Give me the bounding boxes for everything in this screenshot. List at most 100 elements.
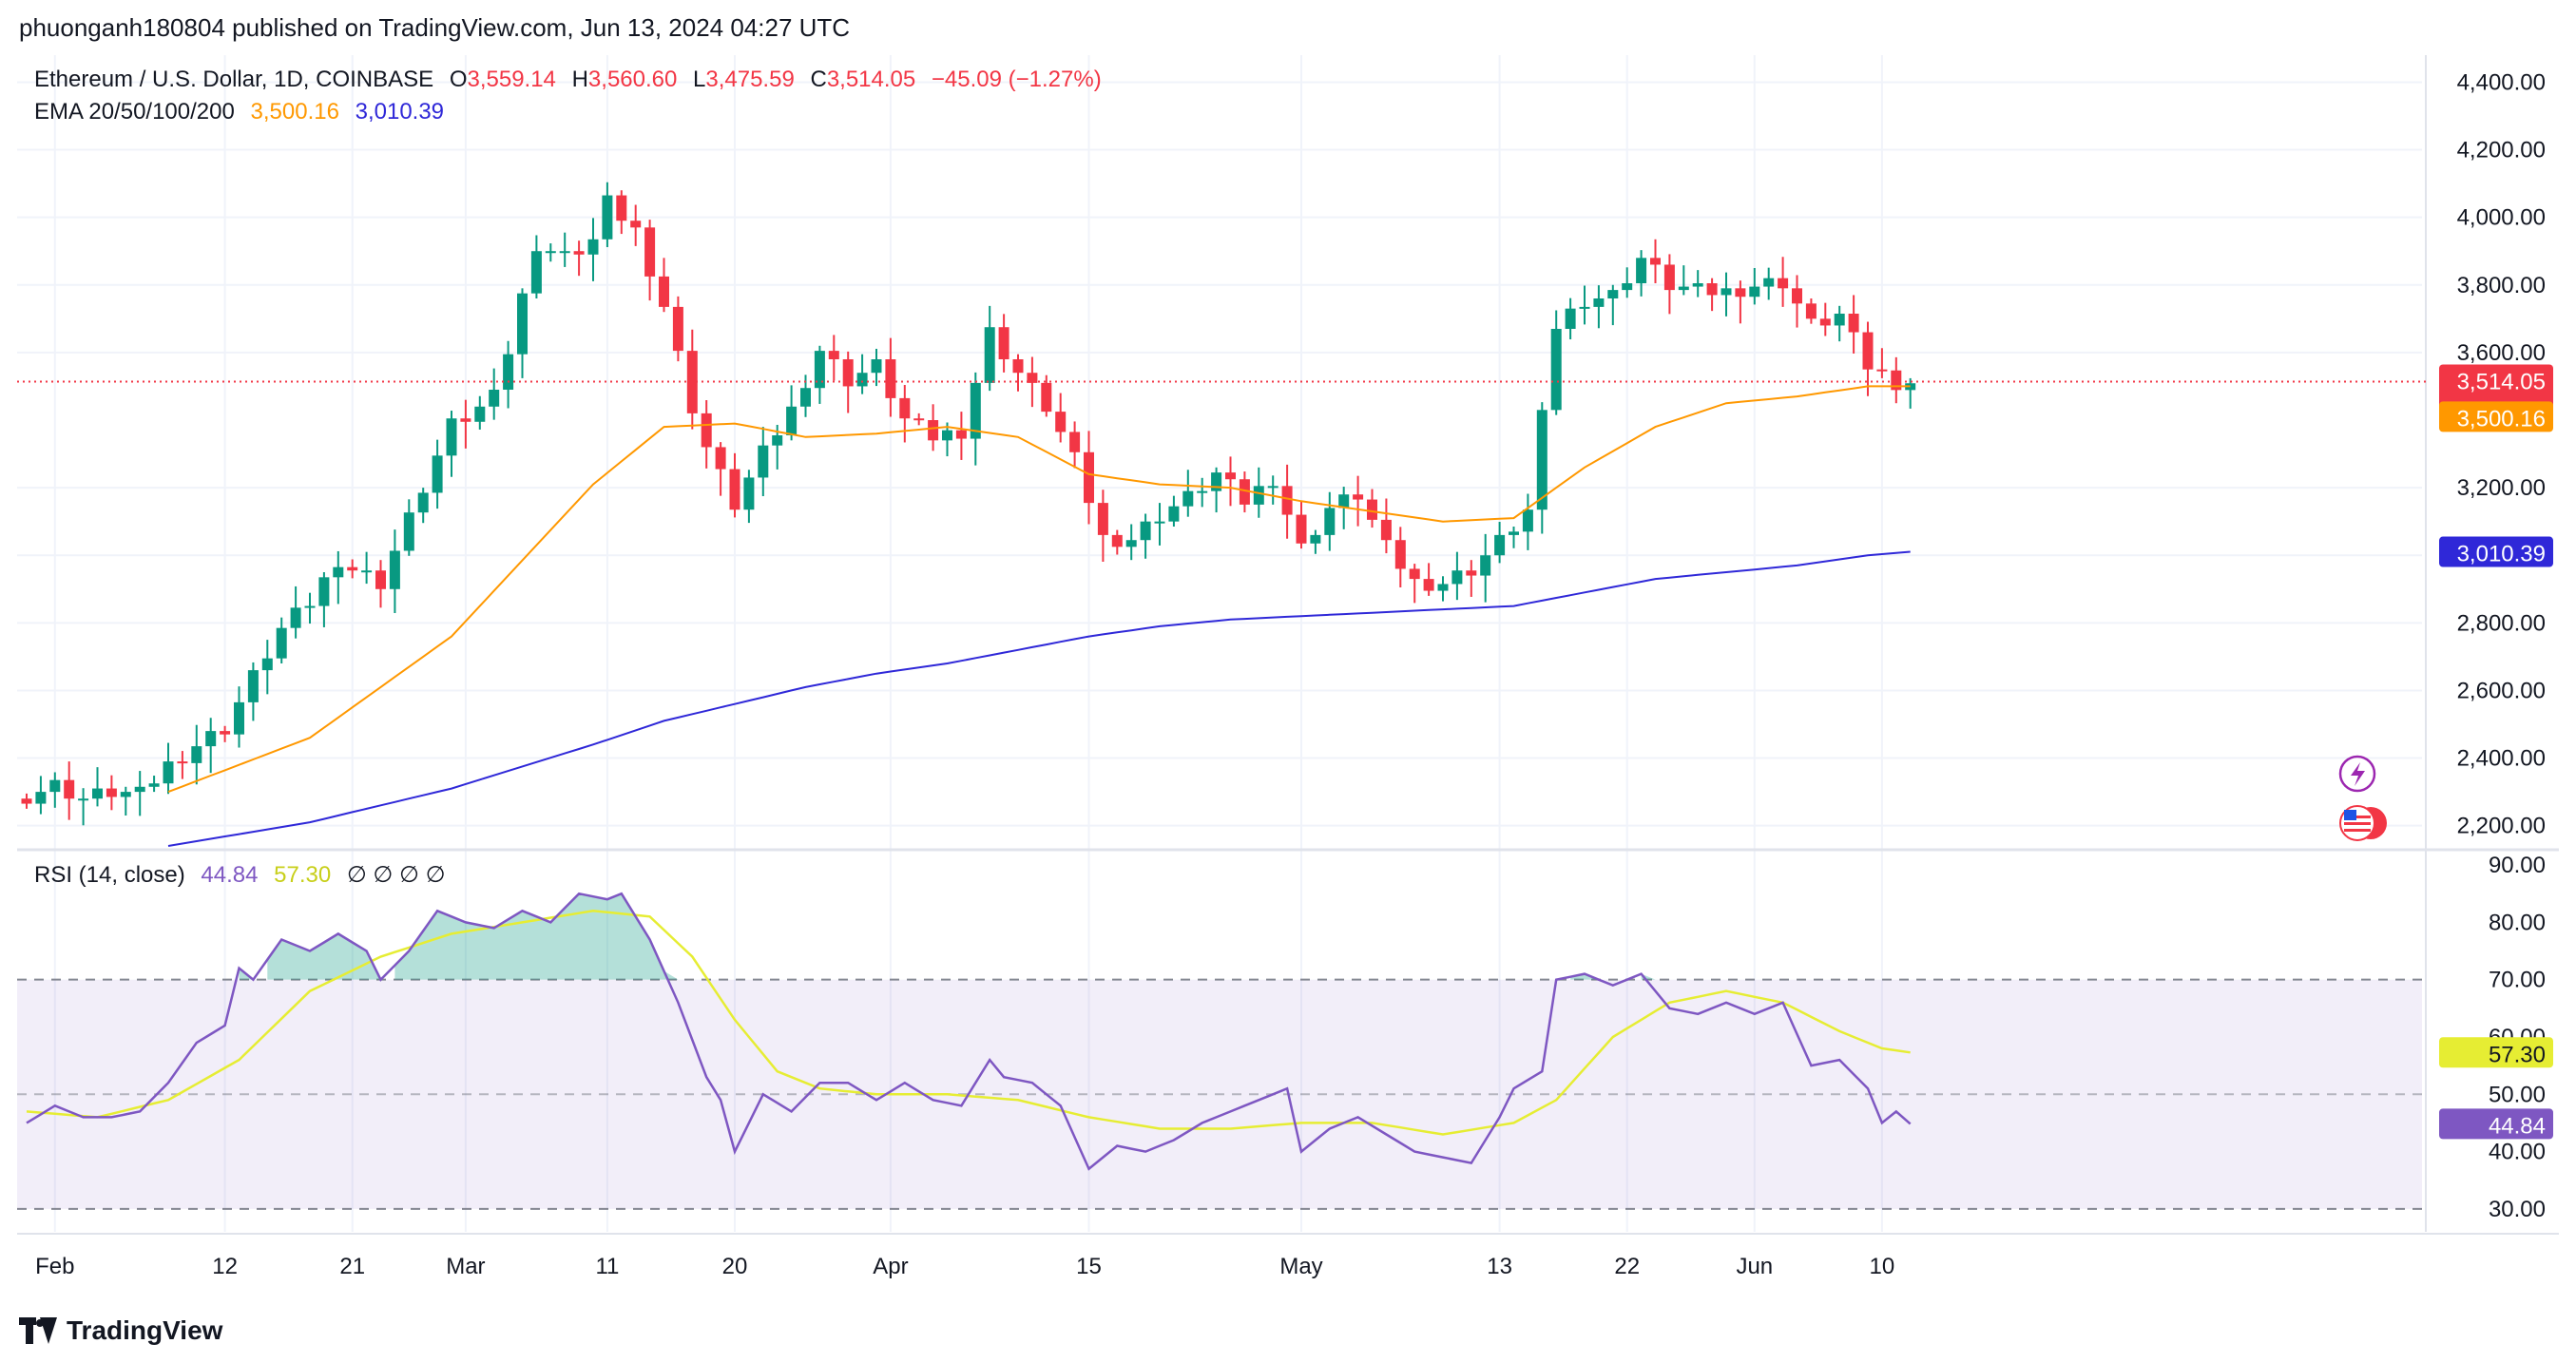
candle-up: [78, 798, 89, 801]
candle-up: [559, 251, 570, 254]
candle-up: [743, 477, 755, 510]
candle-down: [1891, 370, 1902, 391]
candle-down: [1876, 369, 1888, 372]
ema-long-line: [167, 550, 1911, 847]
rsi-value: 44.84: [201, 862, 259, 888]
candle-up: [545, 251, 556, 254]
time-axis-label: Apr: [873, 1254, 908, 1279]
candle-down: [1097, 503, 1108, 535]
us-flag-stripe: [2344, 822, 2371, 825]
ema-short-line: [167, 385, 1911, 794]
ohlc-high: H3,560.60: [571, 67, 678, 92]
price-axis-label: 3,200.00: [2457, 475, 2546, 501]
candle-up: [1451, 570, 1463, 585]
candle-up: [474, 406, 486, 422]
time-axis-label: 20: [722, 1254, 748, 1279]
tradingview-logo-icon: [19, 1317, 57, 1344]
candle-down: [1466, 570, 1477, 576]
candle-up: [800, 388, 811, 407]
candle-down: [729, 469, 740, 510]
candle-up: [1550, 329, 1562, 411]
time-axis-label: Feb: [35, 1254, 74, 1279]
candle-up: [942, 430, 952, 441]
ema-short-badge: [2439, 401, 2553, 432]
ohlc-open: O3,559.14: [449, 67, 556, 92]
candle-up: [304, 605, 316, 608]
candle-up: [234, 701, 244, 735]
chart-frame[interactable]: 4,400.00 4,200.00 4,000.00 3,800.00 3,600.00…: [17, 55, 2559, 1308]
candle-down: [21, 798, 32, 804]
candle-down: [1281, 486, 1293, 515]
candle-down: [1394, 540, 1406, 569]
ema-long-badge: [2439, 536, 2553, 567]
candle-up: [1636, 258, 1647, 283]
candle-up: [1509, 531, 1519, 535]
candle-down: [1367, 499, 1377, 520]
candle-up: [49, 779, 61, 793]
us-flag-stripe: [2344, 829, 2371, 832]
candle-down: [1225, 472, 1236, 480]
candle-down: [659, 276, 669, 307]
candle-up: [1749, 286, 1760, 298]
price-axis-label: 3,600.00: [2457, 340, 2546, 366]
publisher-header: phuonganh180804 published on TradingView…: [19, 13, 851, 42]
ema-title: EMA 20/50/100/200: [34, 99, 235, 125]
candle-up: [389, 550, 400, 589]
time-axis-label: Mar: [446, 1254, 485, 1279]
candle-up: [503, 354, 514, 390]
candle-down: [1706, 283, 1718, 296]
candle-up: [191, 746, 202, 763]
candle-up: [602, 195, 613, 240]
rsi-ma-badge: [2439, 1037, 2553, 1068]
candle-down: [347, 566, 358, 571]
candle-down: [686, 351, 698, 413]
candle-down: [573, 251, 585, 255]
candle-up: [290, 607, 301, 628]
candle-down: [672, 306, 683, 352]
rsi-axis-label: 70.00: [2489, 968, 2546, 993]
price-axis-label: 2,800.00: [2457, 610, 2546, 636]
candle-up: [1182, 490, 1194, 507]
candle-up: [148, 783, 160, 787]
candle-down: [715, 447, 726, 470]
candle-up: [871, 359, 882, 374]
candle-up: [517, 293, 528, 355]
tradingview-logo[interactable]: TradingView: [19, 1314, 222, 1348]
candle-down: [644, 227, 656, 277]
us-flag-canton: [2344, 810, 2356, 820]
rsi-title: RSI (14, close): [34, 862, 185, 888]
candle-up: [361, 570, 373, 573]
candle-down: [928, 420, 939, 441]
candle-up: [1607, 290, 1619, 298]
rsi-badge: [2439, 1108, 2553, 1140]
candle-up: [1536, 410, 1548, 510]
candle-down: [1735, 288, 1746, 298]
candle-down: [1792, 288, 1802, 304]
rsi-line: [26, 892, 1912, 1171]
candle-down: [998, 327, 1009, 359]
candle-up: [120, 792, 131, 797]
candle-down: [842, 359, 854, 387]
candle-down: [1848, 314, 1859, 333]
chart-canvas[interactable]: 4,400.00 4,200.00 4,000.00 3,800.00 3,600.00…: [17, 55, 2559, 1308]
candle-down: [1069, 432, 1081, 452]
candle-down: [1012, 359, 1024, 374]
candle-up: [333, 566, 344, 578]
price-axis-label: 4,000.00: [2457, 205, 2546, 231]
candle-up: [1125, 540, 1137, 547]
symbol-title: Ethereum / U.S. Dollar, 1D, COINBASE: [34, 67, 434, 92]
candle-down: [1805, 303, 1817, 319]
candle-down: [1027, 373, 1038, 383]
candle-down: [220, 731, 231, 735]
candle-down: [1409, 568, 1420, 580]
candle-up: [1310, 534, 1321, 544]
candle-down: [1041, 382, 1052, 413]
candle-up: [205, 731, 217, 747]
symbol-legend: Ethereum / U.S. Dollar, 1D, COINBASE O3,…: [34, 67, 1111, 93]
rsi-axis-label: 90.00: [2489, 853, 2546, 878]
candle-down: [1084, 451, 1094, 504]
candle-up: [247, 670, 259, 702]
candle-down: [616, 195, 627, 221]
candle-down: [1862, 332, 1874, 370]
candle-up: [163, 761, 174, 784]
